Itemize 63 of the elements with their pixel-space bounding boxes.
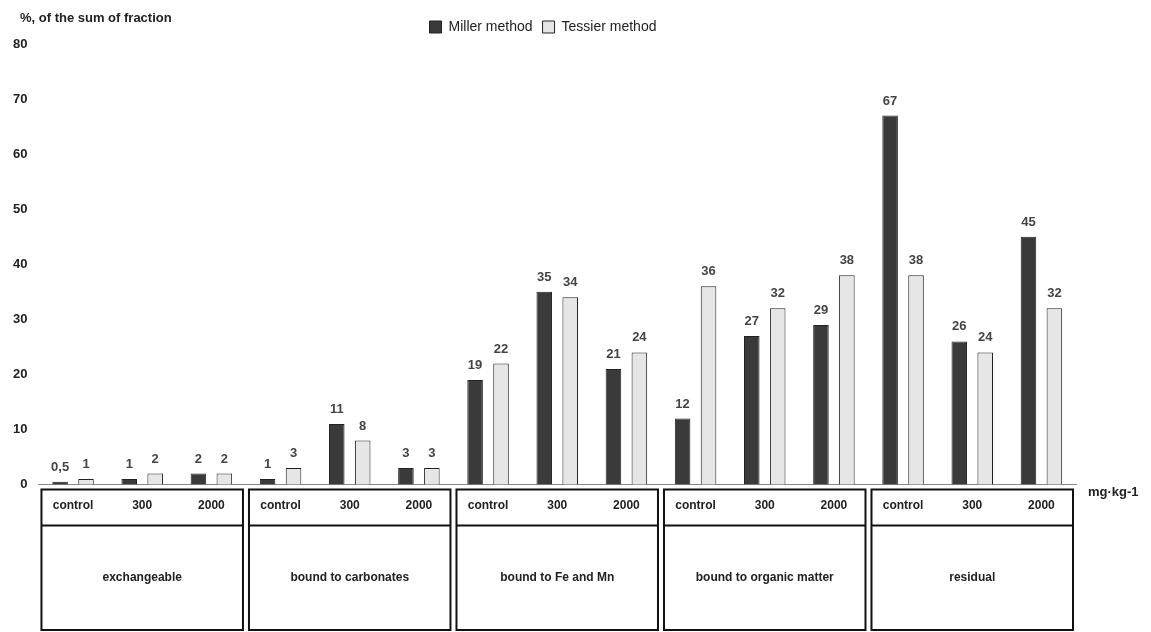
y-tick-label: 50 <box>12 200 28 216</box>
data-label: 11 <box>329 401 344 417</box>
data-label: 3 <box>402 445 410 461</box>
x-tick-label: 300 <box>754 498 776 513</box>
x-tick-label: control <box>675 498 716 513</box>
x-tick-label: 2000 <box>198 498 226 513</box>
data-label: 2 <box>151 450 159 466</box>
data-label: 3 <box>428 445 436 461</box>
y-tick-label: 20 <box>12 366 28 382</box>
data-label: 2 <box>220 450 228 466</box>
data-label: 3 <box>289 445 298 461</box>
data-label: 32 <box>1047 285 1062 301</box>
legend-label: Miller method <box>448 17 533 34</box>
data-label: 12 <box>675 395 690 411</box>
y-tick-label: 70 <box>12 90 28 106</box>
text: residual <box>949 569 996 584</box>
data-label: 45 <box>1021 213 1036 229</box>
data-label: 21 <box>606 346 621 362</box>
data-label: 36 <box>701 263 716 279</box>
data-label: 22 <box>493 340 509 356</box>
x-tick-label: 300 <box>339 498 361 513</box>
data-label: 1 <box>125 456 133 472</box>
data-label: 32 <box>770 285 785 301</box>
data-label: 8 <box>359 417 367 433</box>
x-axis-title: mg·kg-1 <box>1088 484 1139 500</box>
data-label: 38 <box>839 252 855 268</box>
data-label: 29 <box>813 301 829 317</box>
y-tick-label: 40 <box>12 255 28 271</box>
x-tick-label: 2000 <box>820 498 848 513</box>
data-label: 0,5 <box>51 458 70 474</box>
y-tick-label: 0 <box>20 476 28 492</box>
data-label: 24 <box>632 329 648 345</box>
data-label: 1 <box>82 456 90 472</box>
data-label: 27 <box>744 312 759 328</box>
data-label: 1 <box>263 456 272 472</box>
x-tick-label: control <box>467 498 509 513</box>
data-label: 26 <box>952 318 967 334</box>
y-tick-label: 10 <box>12 421 28 437</box>
y-tick-label: 30 <box>12 310 28 326</box>
y-tick-label: 80 <box>12 35 28 51</box>
x-tick-label: 2000 <box>405 498 433 513</box>
y-tick-label: 60 <box>12 145 28 161</box>
x-tick-label: control <box>882 498 924 513</box>
x-tick-label: 300 <box>547 498 568 513</box>
x-tick-label: 300 <box>962 498 983 513</box>
text: bound to carbonates <box>290 569 410 584</box>
data-label: 67 <box>882 92 898 108</box>
text: exchangeable <box>102 569 183 584</box>
x-tick-label: control <box>260 498 301 513</box>
x-tick-label: 2000 <box>1028 498 1056 513</box>
data-label: 2 <box>194 450 203 466</box>
data-label: 38 <box>908 252 924 268</box>
text: bound to organic matter <box>695 569 835 584</box>
data-label: 34 <box>562 274 579 290</box>
data-label: 24 <box>977 329 994 345</box>
x-tick-label: 2000 <box>613 498 641 513</box>
data-label: 19 <box>467 357 483 373</box>
y-axis-title: %, of the sum of fraction <box>20 9 172 25</box>
x-tick-label: control <box>52 498 94 513</box>
data-label: 35 <box>537 268 552 284</box>
legend-label: Tessier method <box>561 17 657 34</box>
x-tick-label: 300 <box>132 498 153 513</box>
text: bound to Fe and Mn <box>500 569 615 584</box>
